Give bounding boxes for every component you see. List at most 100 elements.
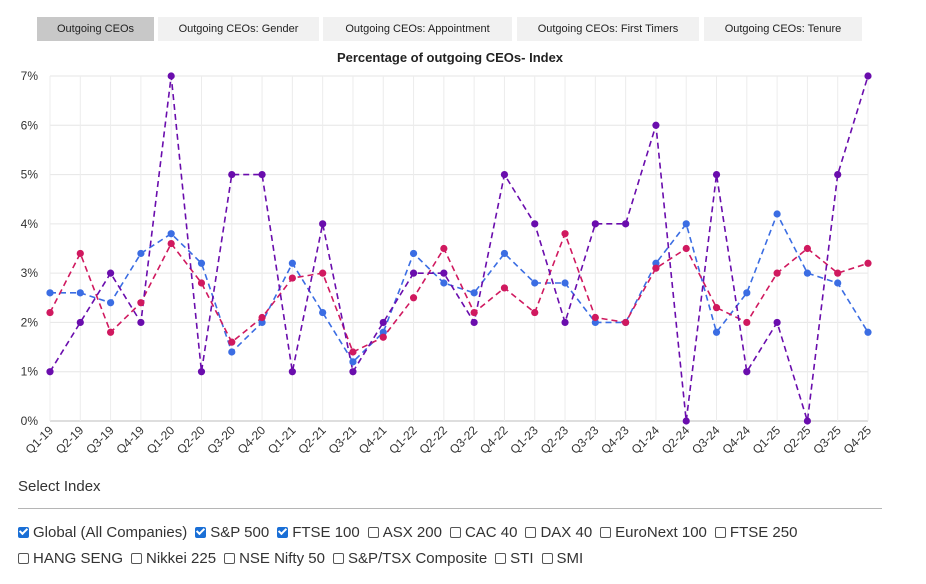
data-point[interactable] (531, 308, 539, 317)
checkbox-icon[interactable] (449, 526, 461, 538)
data-point[interactable] (197, 279, 206, 287)
data-point[interactable] (591, 220, 599, 228)
checkbox-icon[interactable] (224, 552, 236, 564)
data-point[interactable] (319, 308, 327, 317)
data-point[interactable] (379, 318, 387, 327)
data-point[interactable] (500, 170, 509, 179)
data-point[interactable] (500, 249, 509, 258)
data-point[interactable] (167, 230, 175, 238)
checkbox-icon[interactable] (600, 526, 612, 538)
data-point[interactable] (531, 220, 539, 228)
data-point[interactable] (803, 269, 812, 277)
data-point[interactable] (652, 264, 660, 272)
data-point[interactable] (319, 269, 327, 277)
data-point[interactable] (591, 318, 599, 327)
data-point[interactable] (682, 244, 690, 253)
data-point[interactable] (319, 220, 327, 228)
data-point[interactable] (773, 269, 781, 277)
data-point[interactable] (137, 318, 145, 327)
tab-outgoing-ceos-first-timers[interactable]: Outgoing CEOs: First Timers (517, 17, 699, 41)
checkbox-icon[interactable] (131, 552, 143, 564)
data-point[interactable] (409, 269, 418, 277)
data-point[interactable] (76, 318, 84, 327)
checkbox-icon[interactable] (495, 552, 507, 564)
data-point[interactable] (470, 318, 478, 327)
data-point[interactable] (288, 274, 296, 282)
data-point[interactable] (864, 259, 872, 267)
data-point[interactable] (258, 170, 266, 179)
data-point[interactable] (834, 279, 842, 287)
data-point[interactable] (228, 338, 236, 346)
data-point[interactable] (76, 289, 84, 297)
data-point[interactable] (440, 244, 448, 253)
option-hang-seng[interactable]: HANG SENG (18, 550, 123, 567)
checkbox-icon[interactable] (367, 526, 379, 538)
data-point[interactable] (409, 249, 418, 258)
data-point[interactable] (531, 279, 539, 287)
option-euronext100[interactable]: EuroNext 100 (600, 524, 707, 541)
data-point[interactable] (803, 244, 812, 253)
checkbox-icon[interactable] (525, 526, 537, 538)
data-point[interactable] (106, 328, 115, 336)
data-point[interactable] (409, 294, 418, 302)
data-point[interactable] (167, 72, 175, 80)
checkbox-icon[interactable] (18, 526, 29, 538)
data-point[interactable] (652, 259, 660, 267)
data-point[interactable] (228, 170, 236, 179)
data-point[interactable] (106, 299, 115, 307)
data-point[interactable] (470, 308, 478, 317)
data-point[interactable] (743, 318, 751, 327)
data-point[interactable] (834, 170, 842, 179)
data-point[interactable] (440, 269, 448, 277)
option-cac40[interactable]: CAC 40 (449, 524, 517, 541)
data-point[interactable] (803, 417, 812, 425)
option-dax40[interactable]: DAX 40 (525, 524, 592, 541)
data-point[interactable] (622, 220, 630, 228)
checkbox-icon[interactable] (541, 552, 553, 564)
data-point[interactable] (258, 313, 266, 322)
data-point[interactable] (258, 318, 266, 327)
data-point[interactable] (712, 328, 721, 336)
data-point[interactable] (349, 368, 357, 376)
data-point[interactable] (834, 269, 842, 277)
data-point[interactable] (349, 348, 357, 356)
data-point[interactable] (712, 170, 721, 179)
data-point[interactable] (197, 259, 206, 267)
data-point[interactable] (470, 289, 478, 297)
data-point[interactable] (46, 368, 54, 376)
data-point[interactable] (137, 299, 145, 307)
data-point[interactable] (349, 358, 357, 366)
data-point[interactable] (561, 230, 569, 238)
checkbox-icon[interactable] (18, 552, 29, 564)
checkbox-icon[interactable] (195, 526, 207, 538)
data-point[interactable] (288, 368, 296, 376)
data-point[interactable] (864, 328, 872, 336)
tab-outgoing-ceos[interactable]: Outgoing CEOs (37, 17, 154, 41)
data-point[interactable] (591, 313, 599, 322)
tab-outgoing-ceos-tenure[interactable]: Outgoing CEOs: Tenure (704, 17, 862, 41)
option-ftse250[interactable]: FTSE 250 (714, 524, 797, 541)
data-point[interactable] (652, 121, 660, 129)
data-point[interactable] (288, 259, 296, 267)
option-ftse100[interactable]: FTSE 100 (277, 524, 360, 541)
option-global[interactable]: Global (All Companies) (18, 524, 187, 541)
option-smi[interactable]: SMI (541, 550, 583, 567)
checkbox-icon[interactable] (332, 552, 344, 564)
data-point[interactable] (622, 318, 630, 327)
option-nikkei225[interactable]: Nikkei 225 (131, 550, 216, 567)
data-point[interactable] (743, 289, 751, 297)
tab-outgoing-ceos-gender[interactable]: Outgoing CEOs: Gender (158, 17, 319, 41)
data-point[interactable] (167, 239, 175, 248)
data-point[interactable] (379, 333, 387, 341)
data-point[interactable] (500, 284, 509, 292)
option-sti[interactable]: STI (495, 550, 534, 567)
data-point[interactable] (773, 318, 781, 327)
data-point[interactable] (228, 348, 236, 356)
data-point[interactable] (137, 249, 145, 258)
data-point[interactable] (76, 249, 84, 258)
data-point[interactable] (106, 269, 115, 277)
checkbox-icon[interactable] (277, 526, 289, 538)
data-point[interactable] (197, 368, 206, 376)
data-point[interactable] (46, 289, 54, 297)
data-point[interactable] (773, 210, 781, 218)
